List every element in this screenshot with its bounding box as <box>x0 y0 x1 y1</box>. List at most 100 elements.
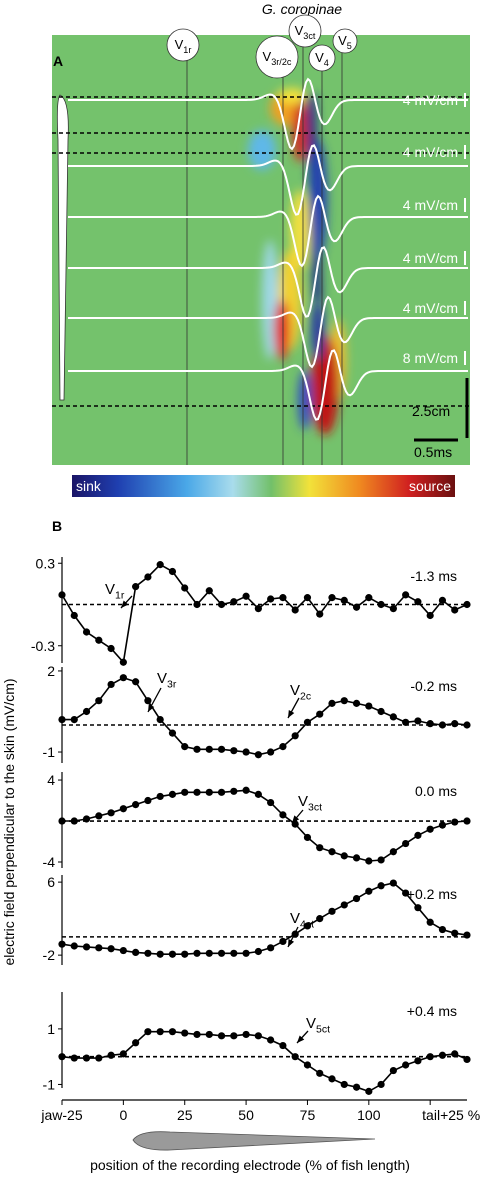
data-point <box>242 748 250 756</box>
data-point <box>181 743 189 751</box>
data-point <box>58 817 66 825</box>
data-point <box>352 699 361 707</box>
data-point <box>168 1028 177 1036</box>
data-point <box>254 947 262 956</box>
data-point <box>414 831 422 839</box>
data-point <box>70 1054 78 1062</box>
data-point <box>316 710 324 718</box>
trace-scale: 4 mV/cm <box>403 92 458 108</box>
data-point <box>365 857 373 865</box>
marker-label-base: V <box>338 33 347 48</box>
annotation-arrowhead <box>148 704 155 712</box>
data-point <box>95 697 103 705</box>
trace-scale: 4 mV/cm <box>403 300 458 316</box>
data-point <box>119 674 127 682</box>
data-point <box>291 1053 299 1061</box>
data-point <box>181 950 189 958</box>
data-point <box>426 918 434 926</box>
data-point <box>217 788 226 796</box>
data-point <box>451 818 459 826</box>
marker-circle <box>332 28 358 54</box>
trace-scale: 8 mV/cm <box>403 350 458 366</box>
data-point <box>352 854 361 862</box>
y-axis-label: electric field perpendicular to the skin… <box>1 678 17 965</box>
data-point <box>254 1032 262 1040</box>
data-point <box>402 839 410 848</box>
data-point <box>107 680 115 689</box>
data-point <box>389 1066 397 1075</box>
data-point <box>279 811 287 819</box>
data-point <box>267 944 275 952</box>
data-point <box>107 945 115 953</box>
annotation-base: V <box>298 793 308 810</box>
data-point <box>217 1032 226 1040</box>
data-point <box>340 1080 348 1089</box>
data-point <box>168 790 177 798</box>
annotation: V1r <box>105 581 125 602</box>
data-point <box>230 598 238 606</box>
data-point <box>279 743 287 751</box>
data-point <box>119 658 127 666</box>
colorbar <box>72 475 455 497</box>
data-point <box>82 707 91 716</box>
data-point <box>267 595 275 603</box>
data-line <box>62 789 468 862</box>
data-point <box>242 949 250 957</box>
marker-label: V4 <box>315 50 329 68</box>
data-point <box>463 1055 471 1064</box>
time-label: +0.4 ms <box>407 1003 457 1019</box>
data-point <box>193 745 201 753</box>
data-point <box>242 786 250 794</box>
data-point <box>168 729 177 737</box>
data-point <box>414 904 422 912</box>
data-point <box>95 1054 103 1062</box>
data-point <box>377 600 385 609</box>
data-point <box>328 1075 336 1083</box>
panel-label: B <box>52 518 62 534</box>
annotation-arrowhead <box>288 939 295 947</box>
marker-label-base: V <box>315 50 324 65</box>
data-point <box>463 931 471 939</box>
data-point <box>451 1050 459 1058</box>
data-point <box>328 907 336 915</box>
data-point <box>426 720 434 728</box>
field-trace <box>68 349 468 421</box>
data-point <box>279 1041 287 1050</box>
data-point <box>95 944 103 952</box>
data-point <box>217 949 226 957</box>
heatmap <box>52 35 470 465</box>
data-point <box>230 787 238 795</box>
data-point <box>230 1032 238 1040</box>
data-point <box>438 821 447 829</box>
field-trace <box>68 295 468 369</box>
marker-circle <box>288 14 322 48</box>
data-point <box>107 644 115 653</box>
trace-scale: 4 mV/cm <box>403 144 458 160</box>
annotation: V4ct <box>290 910 314 931</box>
data-point <box>58 940 66 948</box>
data-point <box>267 1036 275 1044</box>
data-point <box>451 929 459 937</box>
data-point <box>365 1087 373 1095</box>
x-axis-label: position of the recording electrode (% o… <box>90 1157 410 1173</box>
data-point <box>254 605 262 613</box>
data-point <box>365 702 373 710</box>
data-point <box>132 1039 140 1047</box>
colorbar-label: source <box>409 478 451 494</box>
data-line <box>61 882 468 955</box>
data-point <box>365 594 373 602</box>
trace-scale: 4 mV/cm <box>403 197 458 213</box>
x-tick-label: 100 <box>357 1107 381 1123</box>
data-point <box>205 1030 213 1039</box>
data-point <box>58 591 66 599</box>
marker-label-sub: 3ct <box>303 31 316 41</box>
time-label: 0.0 ms <box>415 783 457 799</box>
data-point <box>328 594 336 602</box>
data-point <box>58 715 66 724</box>
time-label: +0.2 ms <box>407 886 457 902</box>
data-point <box>402 889 410 897</box>
data-point <box>156 950 164 958</box>
data-point <box>156 1028 164 1036</box>
